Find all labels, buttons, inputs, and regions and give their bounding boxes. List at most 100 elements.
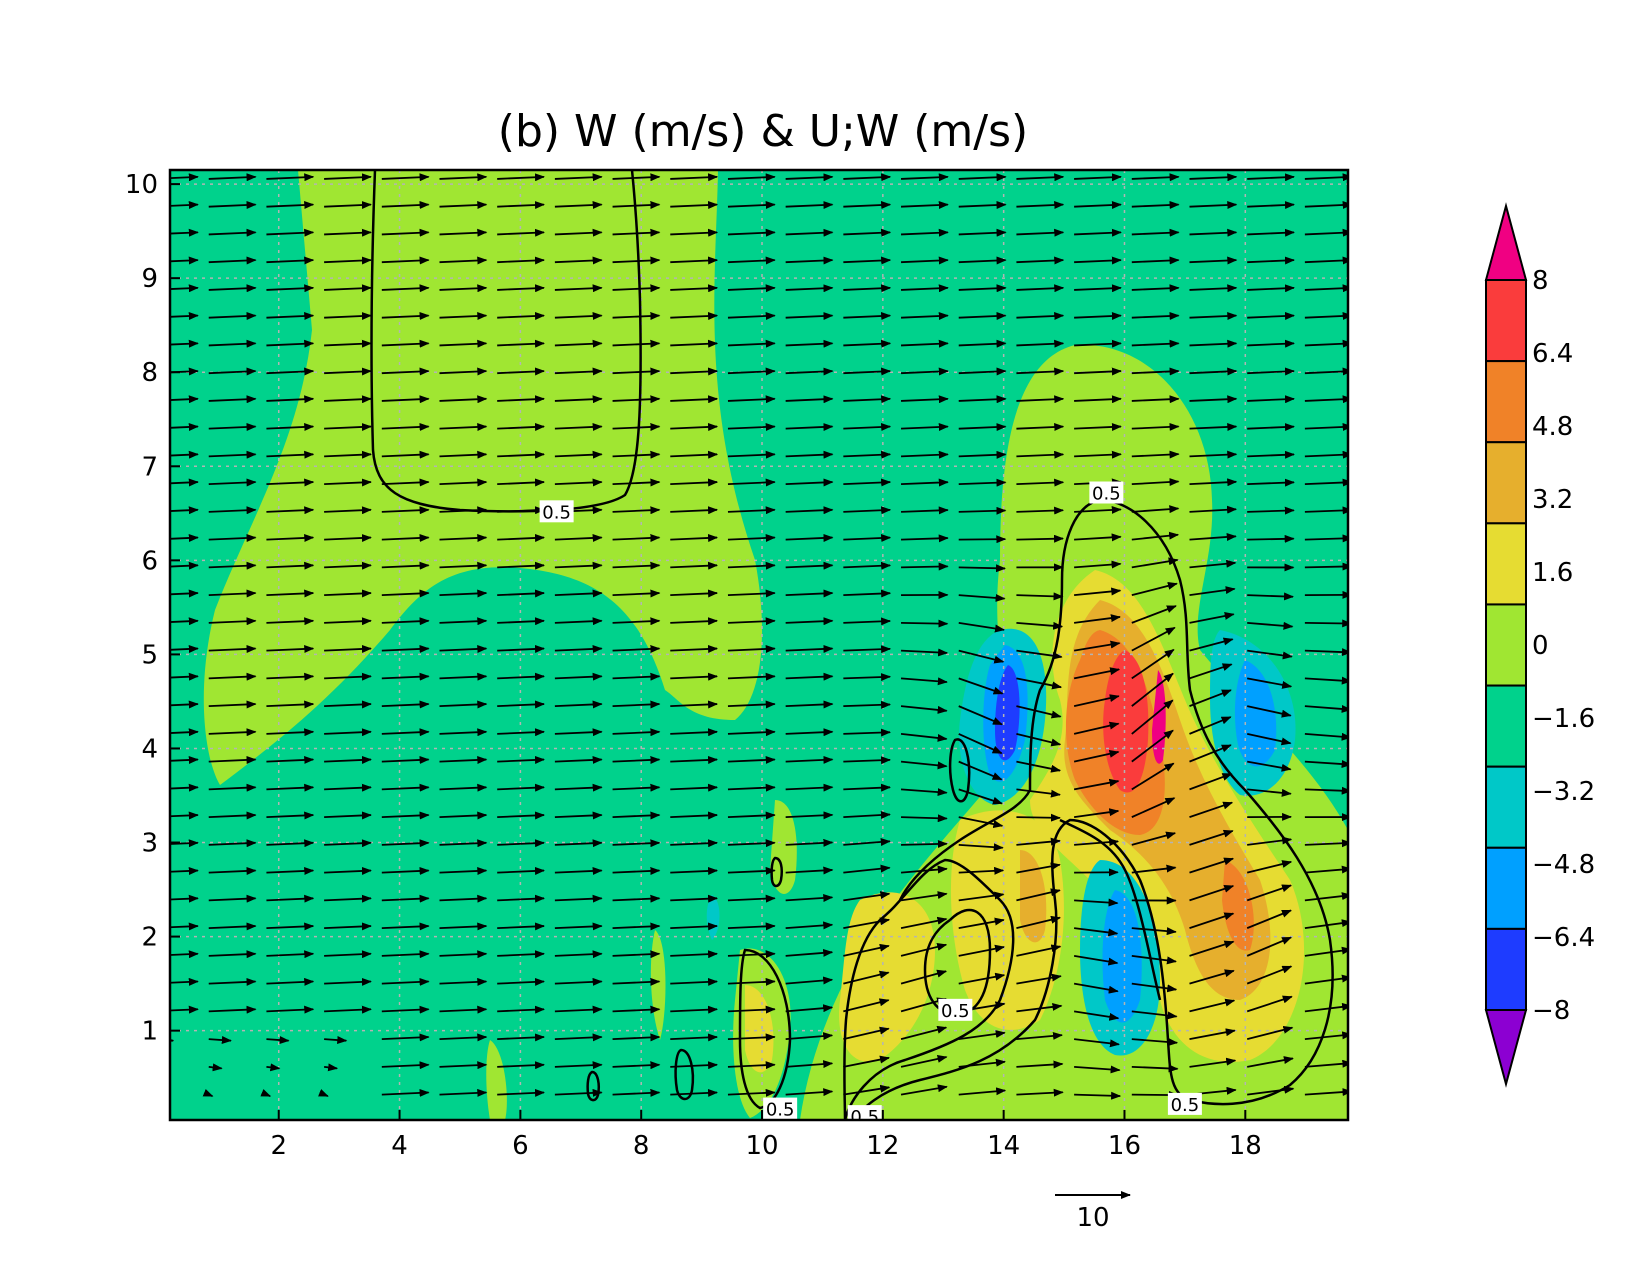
wind-vector [1189,744,1232,763]
wind-vector [901,619,949,628]
wind-vector [1247,788,1292,797]
wind-vector [900,732,948,742]
wind-vector [497,922,545,931]
colorbar-box [1485,846,1527,930]
wind-vector [1247,506,1295,515]
wind-vector [1016,228,1065,237]
wind-vector [266,755,315,764]
wind-vector [381,922,430,931]
wind-vector [785,201,834,209]
wind-vector [727,644,776,653]
wind-vector [324,450,372,459]
wind-vector [1189,716,1232,735]
y-tick-label: 10 [125,170,158,200]
colorbar-label: 6.4 [1532,339,1573,369]
wind-vector [785,617,834,626]
wind-vector [1189,940,1235,957]
wind-vector [1016,1088,1064,1097]
wind-vector [785,866,834,875]
wind-vector [727,950,776,959]
wind-vector [958,535,1007,544]
wind-vector [439,311,488,320]
wind-vector [170,284,199,293]
wind-vector [727,755,776,764]
wind-vector [1016,621,1064,630]
wind-vector [1016,788,1061,798]
wind-vector [1074,395,1122,404]
w-region [770,800,797,894]
colorbar-box [1485,441,1527,525]
wind-vector [439,1033,488,1042]
wind-vector [170,506,199,515]
contour-line [738,948,792,1110]
wind-vector [1246,909,1292,929]
wind-vector [381,1005,430,1014]
contour-label-bg [847,1105,882,1120]
wind-vector [843,561,892,570]
wind-vector [612,755,661,764]
wind-vector [670,422,719,431]
wind-vector [439,922,488,931]
wind-vector [1189,201,1238,209]
wind-vector [439,950,488,959]
wind-vector [843,311,892,320]
wind-vector [381,894,430,903]
wind-vector [1016,506,1065,515]
wind-vector [554,173,603,182]
wind-vector [900,450,949,459]
wind-vector [1246,965,1293,985]
wind-vector [1189,256,1238,265]
wind-vector [1247,284,1295,293]
wind-vector [1247,395,1295,404]
wind-vector [843,891,891,902]
wind-vector [208,422,257,431]
wind-vector [439,450,488,459]
wind-vector [612,1005,661,1014]
wind-vector [170,700,199,709]
wind-vector [958,760,1003,781]
wind-vector [497,478,545,487]
wind-vector [900,648,949,657]
wind-vector [381,755,430,764]
wind-vector [900,916,948,930]
wind-vector [1189,422,1238,431]
wind-vector [1131,729,1174,763]
wind-vector [208,1036,232,1045]
wind-vector [170,1005,199,1014]
wind-vector [554,755,603,764]
wind-vector [612,311,661,320]
contour-label-bg [938,998,973,1021]
wind-vector [900,311,949,320]
wind-vector [670,284,719,293]
wind-vector [843,917,891,930]
wind-vector [1189,637,1234,652]
wind-vector [670,395,719,404]
wind-vector [1131,478,1180,487]
wind-vector [439,811,488,820]
wind-vector [381,256,430,265]
wind-vector [497,561,545,570]
wind-vector [1304,256,1348,265]
wind-vector [497,395,545,404]
wind-vector [1246,936,1292,957]
wind-vector [208,450,257,459]
wind-vector [785,838,834,847]
wind-vector [439,339,488,348]
wind-vector [843,339,892,348]
wind-vector [324,1063,339,1072]
wind-vector [670,617,719,626]
wind-vector [900,788,948,797]
wind-vector [843,589,892,598]
wind-vector [324,728,372,737]
wind-vector [1189,367,1238,376]
wind-vector [266,783,315,792]
contour-label: 0.5 [941,1001,970,1022]
wind-vector [381,367,430,376]
wind-vector [497,450,545,459]
wind-vector [958,1030,1006,1041]
wind-vector [1074,367,1122,376]
wind-vector [381,866,430,875]
wind-vector [1189,998,1236,1013]
wind-vector [727,395,776,404]
wind-vector [612,783,661,792]
